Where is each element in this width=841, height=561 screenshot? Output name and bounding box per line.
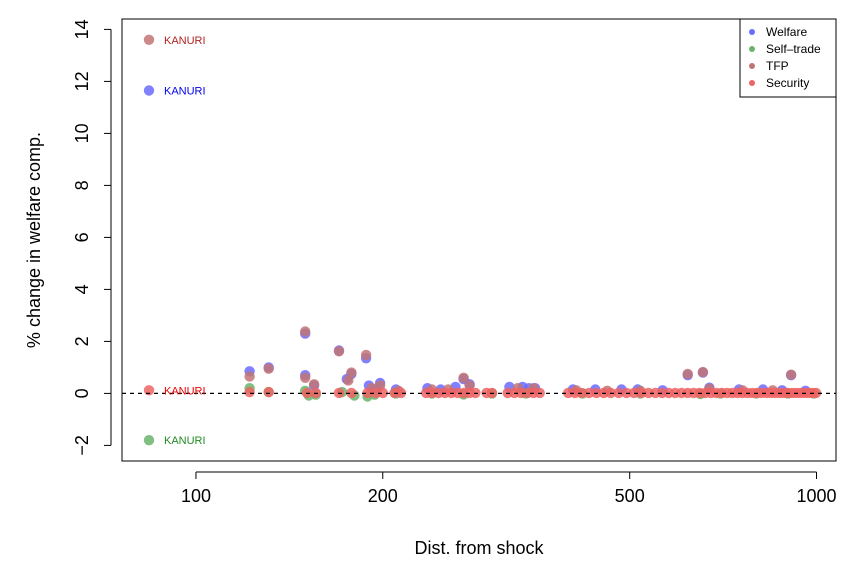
legend-box	[739, 18, 837, 98]
point-tfp-22	[682, 368, 693, 380]
point-security-2	[263, 386, 274, 398]
point-security-11	[395, 387, 407, 399]
annotation-label-2: KANURI	[164, 385, 206, 397]
point-tfp-23	[697, 366, 709, 378]
legend-label-3: Security	[766, 76, 809, 90]
y-tick-label-0: −2	[72, 435, 92, 456]
point-tfp-27	[785, 369, 797, 380]
legend-marker-2	[749, 63, 755, 69]
y-tick-label-7: 12	[72, 71, 92, 91]
point-tfp-9	[360, 349, 372, 361]
y-tick-label-1: 0	[72, 388, 92, 398]
x-axis: 100 200 500 1000	[181, 471, 837, 506]
point-security-7	[362, 387, 373, 399]
point-tfp-1	[244, 371, 255, 382]
legend-label-0: Welfare	[766, 25, 807, 39]
y-axis-label: % change in welfare comp.	[24, 132, 44, 348]
legend-marker-3	[749, 80, 755, 86]
point-security-6	[346, 387, 357, 399]
point-tfp-0	[143, 34, 155, 45]
x-axis-label: Dist. from shock	[414, 538, 544, 558]
legend: Welfare Self–trade TFP Security	[739, 18, 837, 98]
point-tfp-5	[308, 379, 320, 390]
x-tick-label-1: 200	[368, 486, 398, 506]
point-security-9	[377, 387, 388, 399]
point-tfp-6	[333, 346, 345, 357]
x-tick-label-3: 1000	[796, 486, 836, 506]
point-tfp-7	[343, 375, 354, 386]
legend-marker-0	[749, 29, 755, 35]
annotation-label-3: KANURI	[164, 435, 206, 447]
point-tfp-2	[263, 363, 274, 374]
point-tfp-3	[300, 372, 311, 383]
legend-marker-1	[749, 46, 755, 52]
y-tick-label-3: 4	[72, 284, 92, 294]
point-welfare-0	[143, 85, 155, 96]
legend-label-2: TFP	[766, 59, 789, 73]
point-selftrade-0	[143, 435, 155, 446]
y-axis: −2 0 2 4 6 8 10 12 14	[72, 19, 112, 456]
point-tfp-4	[300, 326, 311, 337]
point-security-73	[810, 387, 822, 399]
point-tfp-16	[464, 380, 475, 391]
x-tick-label-2: 500	[615, 486, 645, 506]
y-tick-label-5: 8	[72, 180, 92, 190]
annotations-layer: KANURI KANURI KANURI KANURI	[164, 35, 206, 447]
point-tfp-8	[346, 367, 357, 378]
y-tick-label-6: 10	[72, 123, 92, 143]
y-tick-label-8: 14	[72, 19, 92, 39]
y-tick-label-2: 2	[72, 336, 92, 346]
point-security-1	[244, 386, 255, 398]
annotation-label-1: KANURI	[164, 86, 206, 98]
x-tick-label-0: 100	[181, 486, 211, 506]
y-tick-label-4: 6	[72, 232, 92, 242]
legend-label-1: Self–trade	[766, 42, 821, 56]
point-tfp-15	[458, 372, 469, 383]
plot-frame	[121, 18, 837, 462]
annotation-label-0: KANURI	[164, 35, 206, 47]
